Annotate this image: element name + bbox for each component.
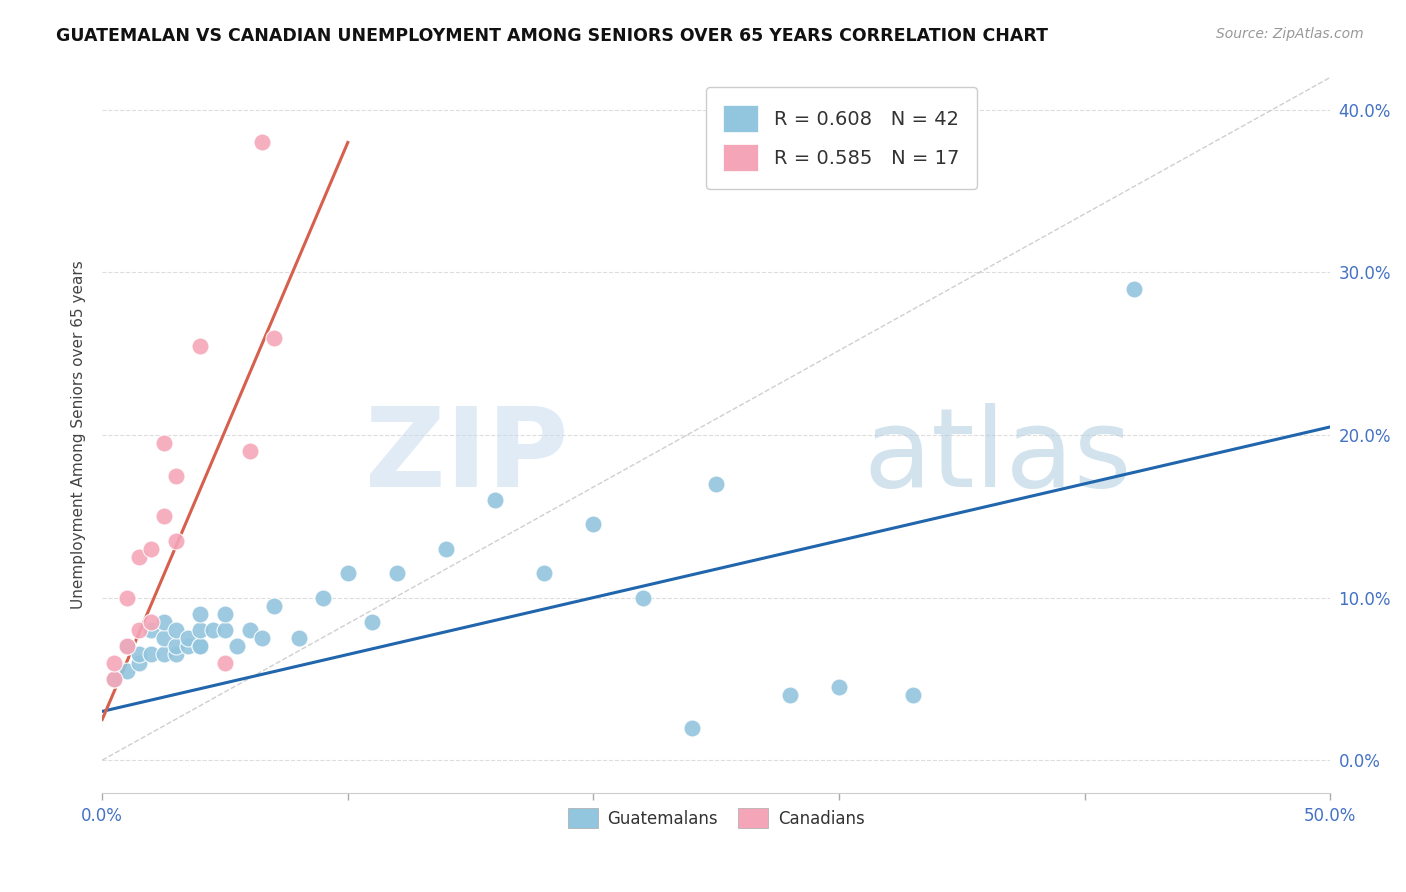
Point <box>190 640 212 654</box>
Point <box>152 648 174 662</box>
Point <box>250 136 273 150</box>
Point <box>631 591 654 605</box>
Point <box>263 330 285 344</box>
Point <box>214 623 236 637</box>
Point <box>901 688 924 702</box>
Point <box>141 648 163 662</box>
Point <box>152 436 174 450</box>
Point <box>128 549 150 564</box>
Text: Source: ZipAtlas.com: Source: ZipAtlas.com <box>1216 27 1364 41</box>
Point <box>165 623 187 637</box>
Point <box>484 493 506 508</box>
Point <box>582 517 605 532</box>
Point <box>165 533 187 548</box>
Point <box>152 509 174 524</box>
Point <box>128 656 150 670</box>
Point <box>152 615 174 629</box>
Point <box>226 640 249 654</box>
Point <box>177 640 200 654</box>
Point <box>152 632 174 646</box>
Point <box>165 648 187 662</box>
Point <box>115 640 138 654</box>
Point <box>190 623 212 637</box>
Point <box>312 591 335 605</box>
Point <box>239 623 262 637</box>
Point <box>434 541 457 556</box>
Point <box>828 680 851 694</box>
Point <box>704 476 727 491</box>
Point <box>103 672 125 686</box>
Point <box>190 338 212 352</box>
Point <box>103 656 125 670</box>
Point <box>214 656 236 670</box>
Point <box>287 632 309 646</box>
Text: ZIP: ZIP <box>366 403 569 510</box>
Point <box>214 607 236 621</box>
Point <box>190 640 212 654</box>
Point <box>779 688 801 702</box>
Point <box>103 672 125 686</box>
Legend: Guatemalans, Canadians: Guatemalans, Canadians <box>561 802 872 834</box>
Point <box>128 648 150 662</box>
Point <box>141 541 163 556</box>
Y-axis label: Unemployment Among Seniors over 65 years: Unemployment Among Seniors over 65 years <box>72 260 86 609</box>
Point <box>533 566 555 581</box>
Point <box>336 566 359 581</box>
Text: atlas: atlas <box>863 403 1132 510</box>
Point <box>128 623 150 637</box>
Point <box>115 664 138 678</box>
Point <box>239 444 262 458</box>
Point <box>201 623 224 637</box>
Point <box>141 615 163 629</box>
Point <box>141 623 163 637</box>
Text: GUATEMALAN VS CANADIAN UNEMPLOYMENT AMONG SENIORS OVER 65 YEARS CORRELATION CHAR: GUATEMALAN VS CANADIAN UNEMPLOYMENT AMON… <box>56 27 1049 45</box>
Point <box>361 615 384 629</box>
Point <box>385 566 408 581</box>
Point <box>190 607 212 621</box>
Point <box>165 640 187 654</box>
Point <box>165 468 187 483</box>
Point <box>115 591 138 605</box>
Point <box>250 632 273 646</box>
Point <box>681 721 703 735</box>
Point <box>1122 282 1144 296</box>
Point <box>115 640 138 654</box>
Point <box>177 632 200 646</box>
Point <box>263 599 285 613</box>
